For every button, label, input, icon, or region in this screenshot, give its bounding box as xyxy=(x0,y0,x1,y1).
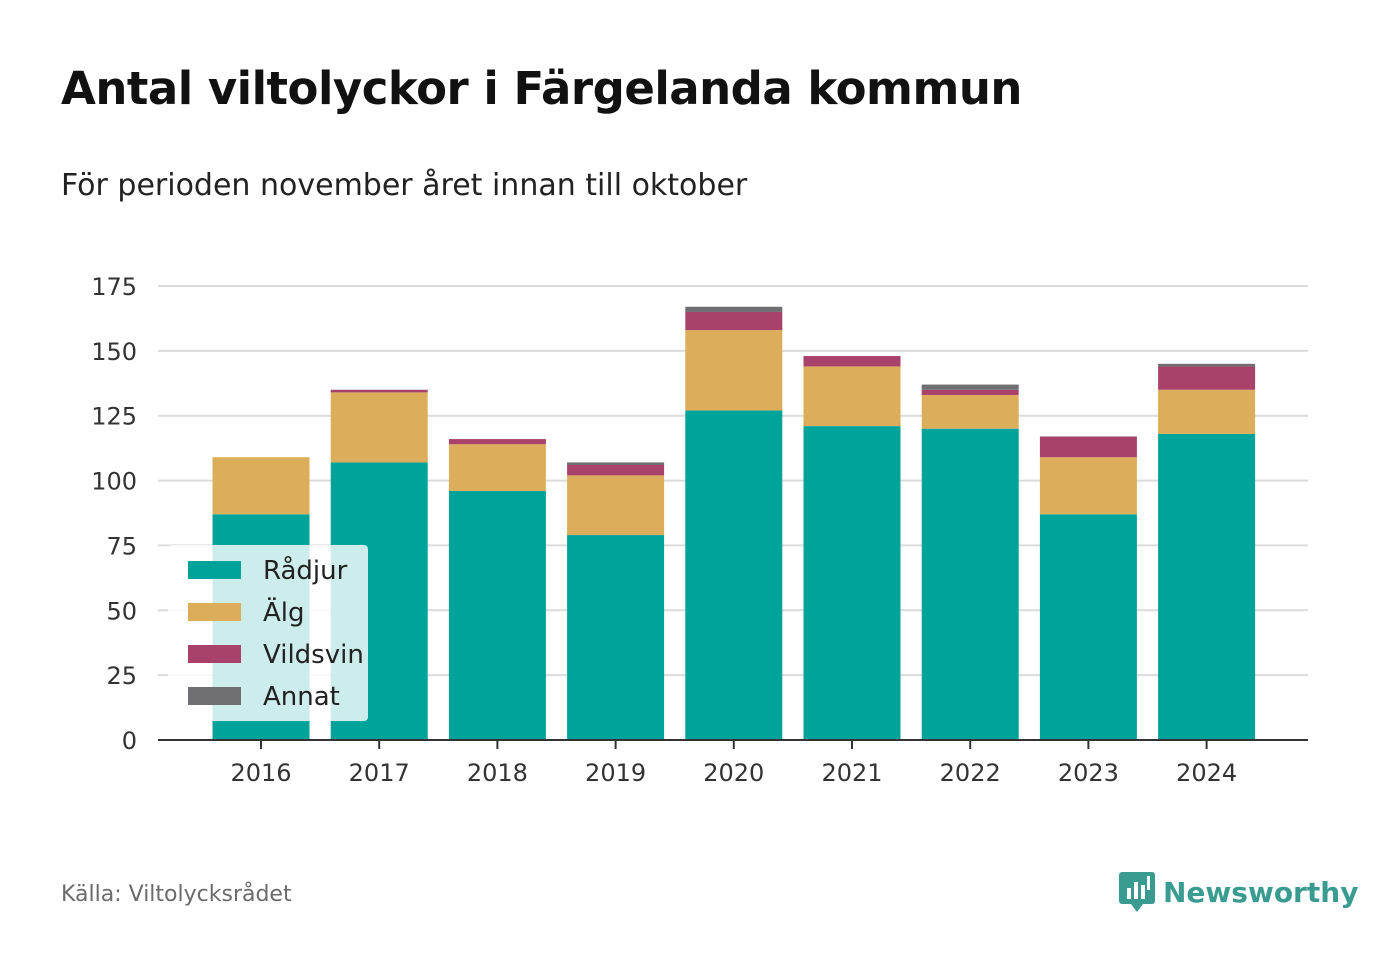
legend-label: Älg xyxy=(263,596,305,628)
bar-segment xyxy=(448,444,546,491)
bar-segment xyxy=(567,462,665,466)
legend-swatch xyxy=(188,561,241,579)
x-tick-label: 2022 xyxy=(940,759,1001,787)
bar-segment xyxy=(1158,366,1256,390)
bar-segment xyxy=(567,465,665,476)
y-tick-label: 75 xyxy=(106,532,137,560)
bar-segment xyxy=(330,392,428,463)
x-tick-label: 2021 xyxy=(821,759,882,787)
bar-segment xyxy=(1039,514,1137,740)
bar-segment xyxy=(803,356,901,367)
x-tick-label: 2017 xyxy=(349,759,410,787)
bar-segment xyxy=(685,330,783,411)
y-tick-label: 25 xyxy=(106,662,137,690)
bar-segment xyxy=(1158,433,1256,740)
bars xyxy=(212,306,1256,740)
y-axis-ticks: 0 25 50 75 100 125 150 175 xyxy=(91,273,137,755)
x-tick-label: 2023 xyxy=(1058,759,1119,787)
legend-box xyxy=(168,545,368,721)
bar-segment xyxy=(448,439,546,445)
brand-name: Newsworthy xyxy=(1163,875,1359,909)
bar-segment xyxy=(1158,363,1256,367)
y-tick-label: 150 xyxy=(91,338,137,366)
bar-segment xyxy=(1039,457,1137,515)
bar-segment xyxy=(448,490,546,740)
brand-logo[interactable]: Newsworthy xyxy=(1119,870,1358,914)
x-tick-label: 2016 xyxy=(230,759,291,787)
bar-segment xyxy=(685,306,783,312)
legend: Rådjur Älg Vildsvin Annat xyxy=(168,545,368,721)
x-tick-label: 2024 xyxy=(1176,759,1237,787)
bar-segment xyxy=(1039,436,1137,458)
bar-segment xyxy=(803,366,901,427)
x-tick-label: 2020 xyxy=(703,759,764,787)
bar-segment xyxy=(921,389,1019,395)
x-tick-label: 2018 xyxy=(467,759,528,787)
bar-segment xyxy=(803,426,901,740)
legend-label: Annat xyxy=(263,682,340,712)
y-tick-label: 0 xyxy=(122,727,137,755)
newsworthy-logo-icon xyxy=(1119,872,1155,912)
y-tick-label: 100 xyxy=(91,468,137,496)
y-tick-label: 50 xyxy=(106,597,137,625)
x-tick-label: 2019 xyxy=(585,759,646,787)
source-note: Källa: Viltolycksrådet xyxy=(61,882,292,907)
bar-segment xyxy=(1158,389,1256,434)
chart-title: Antal viltolyckor i Färgelanda kommun xyxy=(61,62,1022,115)
bar-segment xyxy=(921,428,1019,740)
legend-swatch xyxy=(188,603,241,621)
bar-segment xyxy=(567,475,665,536)
bar-segment xyxy=(212,457,310,515)
legend-label: Vildsvin xyxy=(263,640,364,670)
bar-segment xyxy=(921,384,1019,390)
bar-segment xyxy=(330,389,428,393)
bar-segment xyxy=(567,535,665,740)
legend-swatch xyxy=(188,687,241,705)
y-tick-label: 125 xyxy=(91,403,137,431)
bar-segment xyxy=(685,410,783,740)
legend-swatch xyxy=(188,645,241,663)
x-axis: 2016 2017 2018 2019 2020 2021 2022 2023 2024 xyxy=(158,739,1308,787)
bar-segment xyxy=(921,394,1019,429)
chart-subtitle: För perioden november året innan till ok… xyxy=(61,168,748,203)
legend-label: Rådjur xyxy=(263,555,348,586)
y-tick-label: 175 xyxy=(91,273,137,301)
bar-segment xyxy=(685,311,783,331)
